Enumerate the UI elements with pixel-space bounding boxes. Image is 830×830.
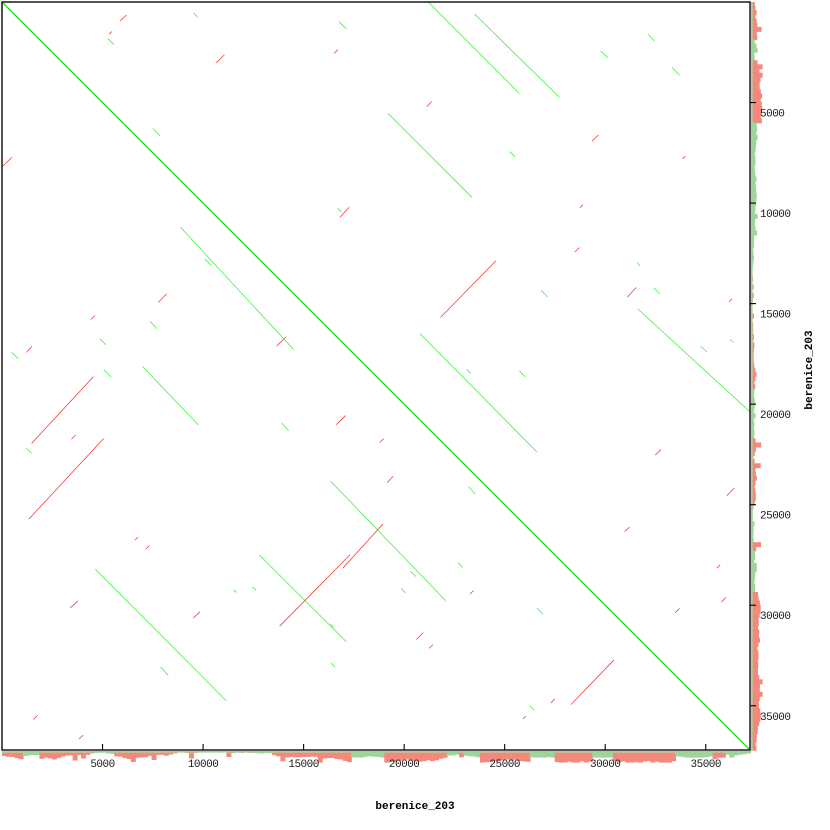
svg-text:20000: 20000 — [389, 759, 420, 771]
svg-text:5000: 5000 — [90, 759, 114, 771]
svg-text:30000: 30000 — [590, 759, 621, 771]
svg-text:15000: 15000 — [760, 310, 791, 322]
svg-text:5000: 5000 — [760, 109, 784, 121]
svg-text:10000: 10000 — [760, 209, 791, 221]
svg-text:15000: 15000 — [288, 759, 319, 771]
svg-text:berenice_203: berenice_203 — [375, 801, 455, 813]
svg-text:30000: 30000 — [760, 611, 791, 623]
svg-text:10000: 10000 — [188, 759, 219, 771]
svg-text:20000: 20000 — [760, 410, 791, 422]
svg-text:25000: 25000 — [760, 511, 791, 523]
svg-text:35000: 35000 — [691, 759, 722, 771]
svg-text:berenice_203: berenice_203 — [804, 330, 816, 410]
svg-text:25000: 25000 — [489, 759, 520, 771]
svg-text:35000: 35000 — [760, 712, 791, 724]
